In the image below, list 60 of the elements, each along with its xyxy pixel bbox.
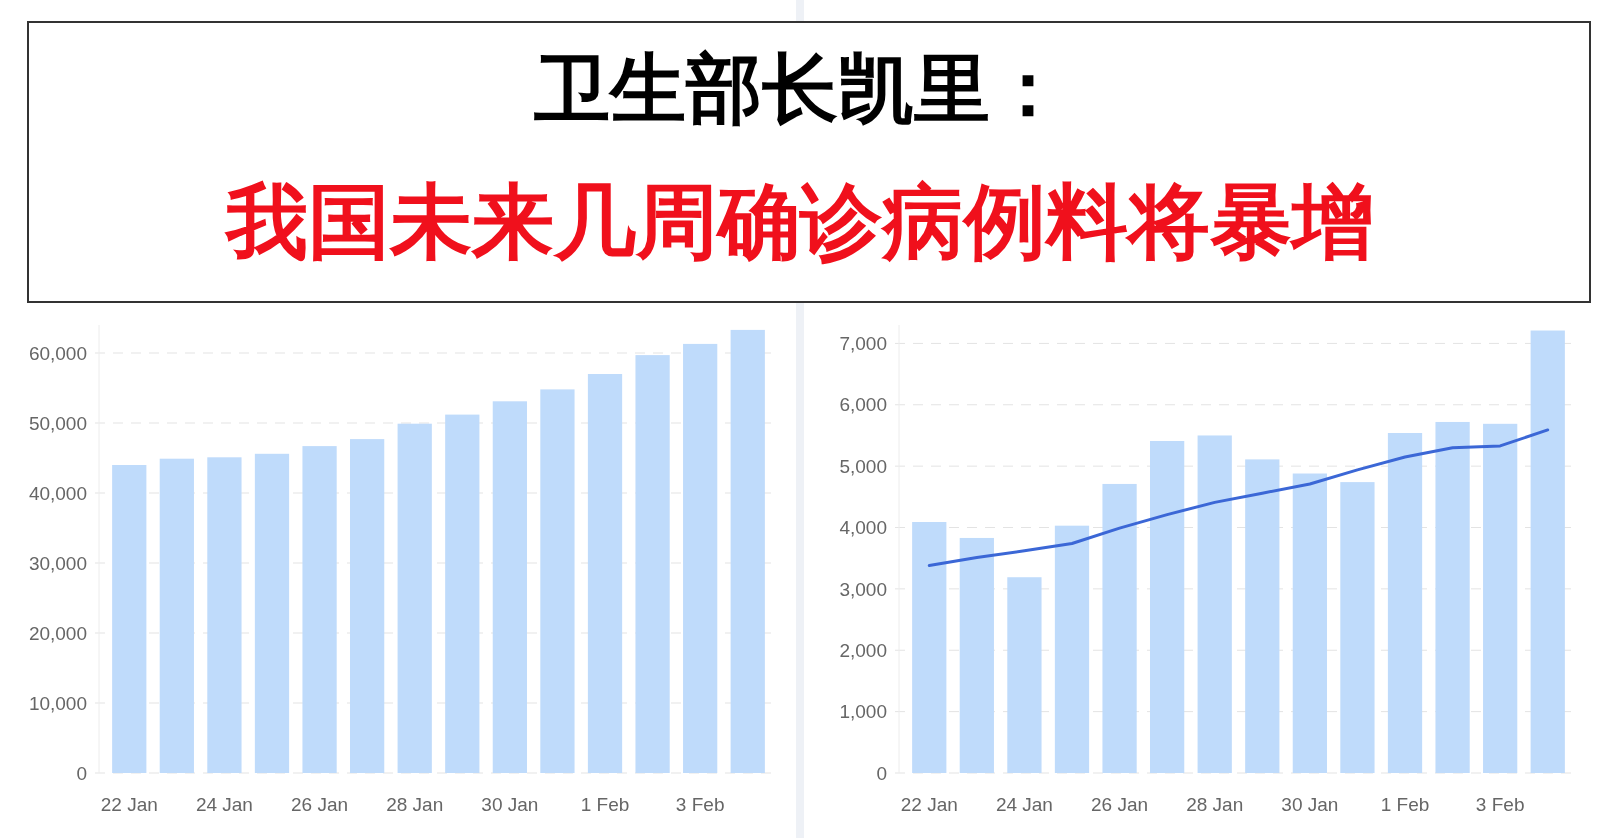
x-tick-label: 30 Jan: [481, 794, 539, 815]
bar: [540, 389, 575, 773]
x-tick-label: 3 Feb: [1475, 794, 1525, 815]
y-tick-label: 40,000: [28, 482, 87, 504]
bar: [912, 522, 947, 773]
bar: [1245, 459, 1280, 773]
bar: [587, 374, 623, 773]
x-tick-label: 24 Jan: [995, 794, 1053, 815]
bar: [1197, 435, 1232, 773]
bar: [1530, 330, 1565, 773]
bar: [1150, 440, 1185, 773]
y-tick-label: 5,000: [839, 455, 887, 477]
bar: [159, 458, 194, 773]
x-tick-label: 22 Jan: [900, 794, 958, 815]
bar: [959, 537, 994, 773]
bar: [730, 329, 765, 773]
x-tick-label: 28 Jan: [386, 794, 444, 815]
x-tick-label: 22 Jan: [100, 794, 158, 815]
bar: [445, 414, 480, 773]
chart-title: 卫生部长凯里：: [534, 44, 1066, 133]
bar: [397, 423, 432, 773]
x-tick-label: 30 Jan: [1281, 794, 1339, 815]
bar: [1054, 525, 1090, 773]
bar: [1435, 421, 1470, 773]
y-tick-label: 10,000: [28, 692, 87, 714]
bar: [635, 355, 670, 773]
bar: [492, 401, 527, 773]
y-tick-label: 1,000: [839, 701, 887, 723]
y-tick-label: 2,000: [839, 639, 887, 661]
x-tick-label: 1 Feb: [1380, 794, 1430, 815]
y-tick-label: 0: [876, 762, 887, 784]
x-tick-label: 28 Jan: [1186, 794, 1244, 815]
bar: [207, 457, 242, 773]
bar: [1102, 483, 1137, 773]
bar: [1007, 577, 1042, 773]
x-tick-label: 26 Jan: [1091, 794, 1149, 815]
y-tick-label: 50,000: [28, 412, 87, 434]
line-series: [927, 428, 1550, 568]
bar: [350, 439, 385, 773]
x-tick-label: 3 Feb: [675, 794, 725, 815]
bar: [1483, 423, 1518, 773]
bar: [1387, 433, 1423, 773]
bar: [112, 465, 147, 773]
chart-subtitle: 我国未来几周确诊病例料将暴增: [224, 174, 1374, 269]
bar: [1292, 473, 1327, 773]
y-tick-label: 30,000: [28, 552, 87, 574]
y-tick-label: 4,000: [839, 517, 887, 539]
x-tick-label: 26 Jan: [291, 794, 349, 815]
x-tick-label: 24 Jan: [195, 794, 253, 815]
bar: [302, 446, 337, 773]
y-tick-label: 20,000: [28, 622, 87, 644]
y-tick-label: 60,000: [28, 342, 87, 364]
y-tick-label: 3,000: [839, 578, 887, 600]
y-tick-label: 7,000: [839, 333, 887, 355]
y-tick-label: 0: [76, 762, 87, 784]
bar: [683, 343, 718, 773]
bar: [1340, 482, 1375, 773]
y-tick-label: 6,000: [839, 394, 887, 416]
bar: [254, 453, 290, 773]
x-tick-label: 1 Feb: [580, 794, 630, 815]
